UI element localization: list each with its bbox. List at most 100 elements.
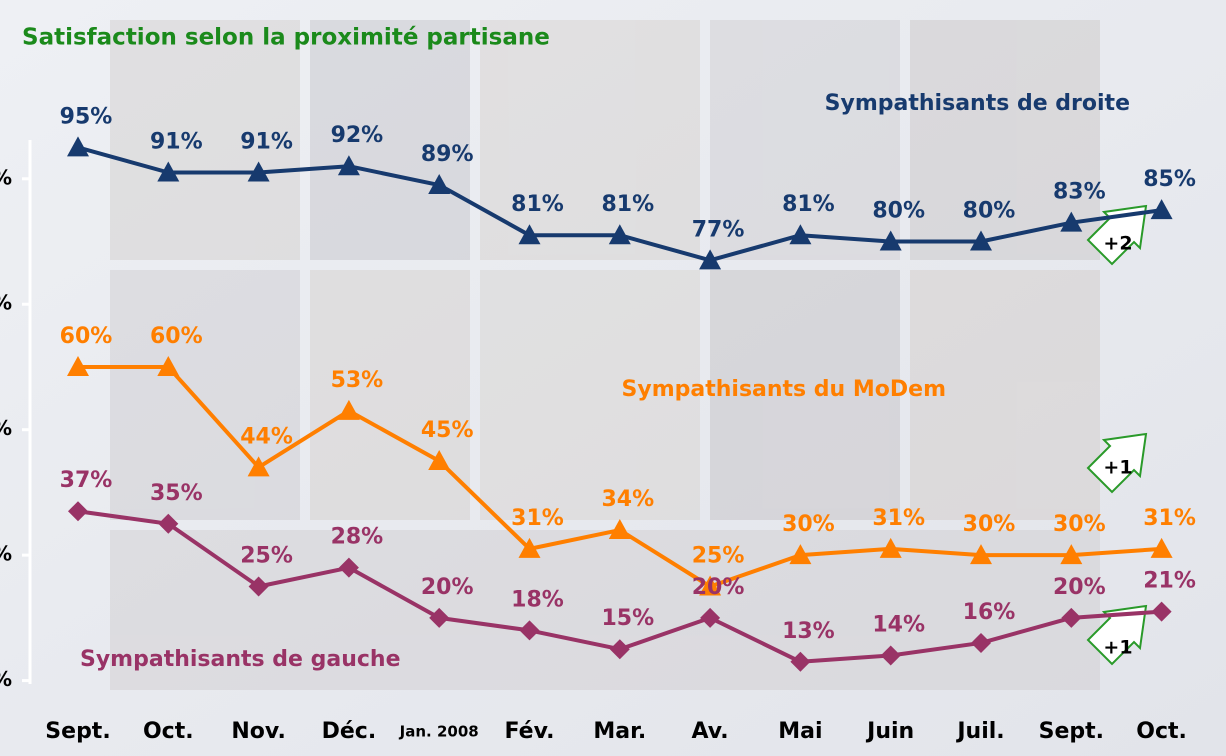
marker (247, 161, 270, 182)
marker (970, 544, 992, 565)
marker (428, 174, 451, 195)
value-label: 45% (421, 418, 474, 443)
marker (429, 607, 450, 628)
marker (608, 519, 631, 540)
x-tick-label: Mar. (593, 719, 646, 744)
y-tick-label: 10% (0, 667, 12, 691)
value-label: 44% (240, 424, 293, 449)
value-label: 83% (1053, 180, 1106, 205)
marker (970, 230, 992, 251)
marker (789, 224, 812, 245)
value-label: 37% (60, 468, 113, 493)
marker (880, 645, 901, 666)
value-label: 81% (782, 192, 835, 217)
annotation-text: +1 (1103, 637, 1132, 659)
value-label: 77% (692, 217, 745, 242)
x-tick-label: Oct. (1136, 719, 1187, 744)
value-label: 25% (692, 544, 745, 569)
value-label: 95% (60, 104, 113, 129)
marker (1151, 601, 1172, 622)
value-label: 81% (511, 192, 564, 217)
value-label: 31% (1143, 506, 1196, 531)
value-label: 53% (331, 368, 384, 393)
marker (157, 161, 180, 182)
marker (1150, 537, 1173, 558)
value-label: 30% (782, 512, 835, 537)
marker (247, 456, 270, 477)
marker (971, 632, 991, 653)
marker (609, 639, 630, 660)
x-tick-label: Nov. (231, 719, 285, 744)
marker (879, 230, 902, 251)
value-label: 91% (240, 130, 293, 155)
y-tick-label: 30% (0, 542, 12, 566)
x-tick-label: Sept. (1039, 719, 1104, 744)
marker (157, 355, 180, 376)
marker (879, 537, 902, 558)
value-label: 31% (511, 506, 564, 531)
value-label: 25% (240, 544, 293, 569)
value-label: 60% (60, 324, 113, 349)
value-label: 30% (963, 512, 1016, 537)
x-tick-label: Oct. (143, 719, 194, 744)
marker (789, 544, 812, 565)
marker (158, 513, 179, 534)
y-tick-label: 50% (0, 416, 12, 440)
x-tick-label: Déc. (322, 719, 377, 744)
y-tick-label: 70% (0, 291, 12, 315)
x-tick-label: Sept. (45, 719, 110, 744)
value-label: 80% (963, 199, 1016, 224)
value-label: 20% (421, 575, 474, 600)
annotation-text: +1 (1103, 457, 1132, 479)
value-label: 31% (872, 506, 925, 531)
marker (1061, 607, 1082, 628)
value-label: 15% (601, 606, 654, 631)
marker (1060, 544, 1083, 565)
x-tick-label: Juin (865, 719, 914, 744)
value-label: 34% (601, 487, 654, 512)
chart-title: Satisfaction selon la proximité partisan… (22, 25, 550, 51)
value-label: 21% (1143, 569, 1196, 594)
marker (1150, 199, 1173, 220)
value-label: 30% (1053, 512, 1106, 537)
series-name: Sympathisants de gauche (80, 647, 401, 672)
marker (518, 224, 541, 245)
annotation: +1 (1086, 432, 1148, 494)
marker (428, 450, 451, 471)
value-label: 18% (511, 587, 564, 612)
x-tick-label: Fév. (505, 719, 555, 744)
annotation-text: +2 (1103, 233, 1132, 255)
value-label: 14% (872, 613, 925, 638)
x-tick-label: Juil. (955, 719, 1004, 744)
value-label: 92% (331, 123, 384, 148)
value-label: 89% (421, 142, 474, 167)
x-tick-label: Jan. 2008 (399, 723, 479, 741)
marker (337, 399, 360, 420)
marker (338, 557, 359, 578)
value-label: 60% (150, 324, 203, 349)
value-label: 81% (601, 192, 654, 217)
marker (700, 607, 721, 628)
value-label: 16% (963, 600, 1016, 625)
marker (68, 501, 88, 522)
series-name: Sympathisants du MoDem (622, 377, 946, 402)
x-tick-label: Mai (778, 719, 822, 744)
marker (1060, 211, 1083, 232)
marker (608, 224, 631, 245)
value-label: 35% (150, 481, 203, 506)
value-label: 13% (782, 619, 835, 644)
y-tick-label: 90% (0, 165, 12, 189)
marker (248, 576, 269, 597)
marker (790, 651, 811, 672)
value-label: 28% (331, 525, 384, 550)
value-label: 20% (692, 575, 745, 600)
marker (67, 355, 89, 376)
value-label: 91% (150, 130, 203, 155)
marker (699, 249, 722, 270)
marker (518, 537, 541, 558)
value-label: 20% (1053, 575, 1106, 600)
marker (337, 155, 360, 176)
photo-backdrop (110, 20, 1100, 690)
value-label: 85% (1143, 167, 1196, 192)
marker (67, 136, 89, 157)
